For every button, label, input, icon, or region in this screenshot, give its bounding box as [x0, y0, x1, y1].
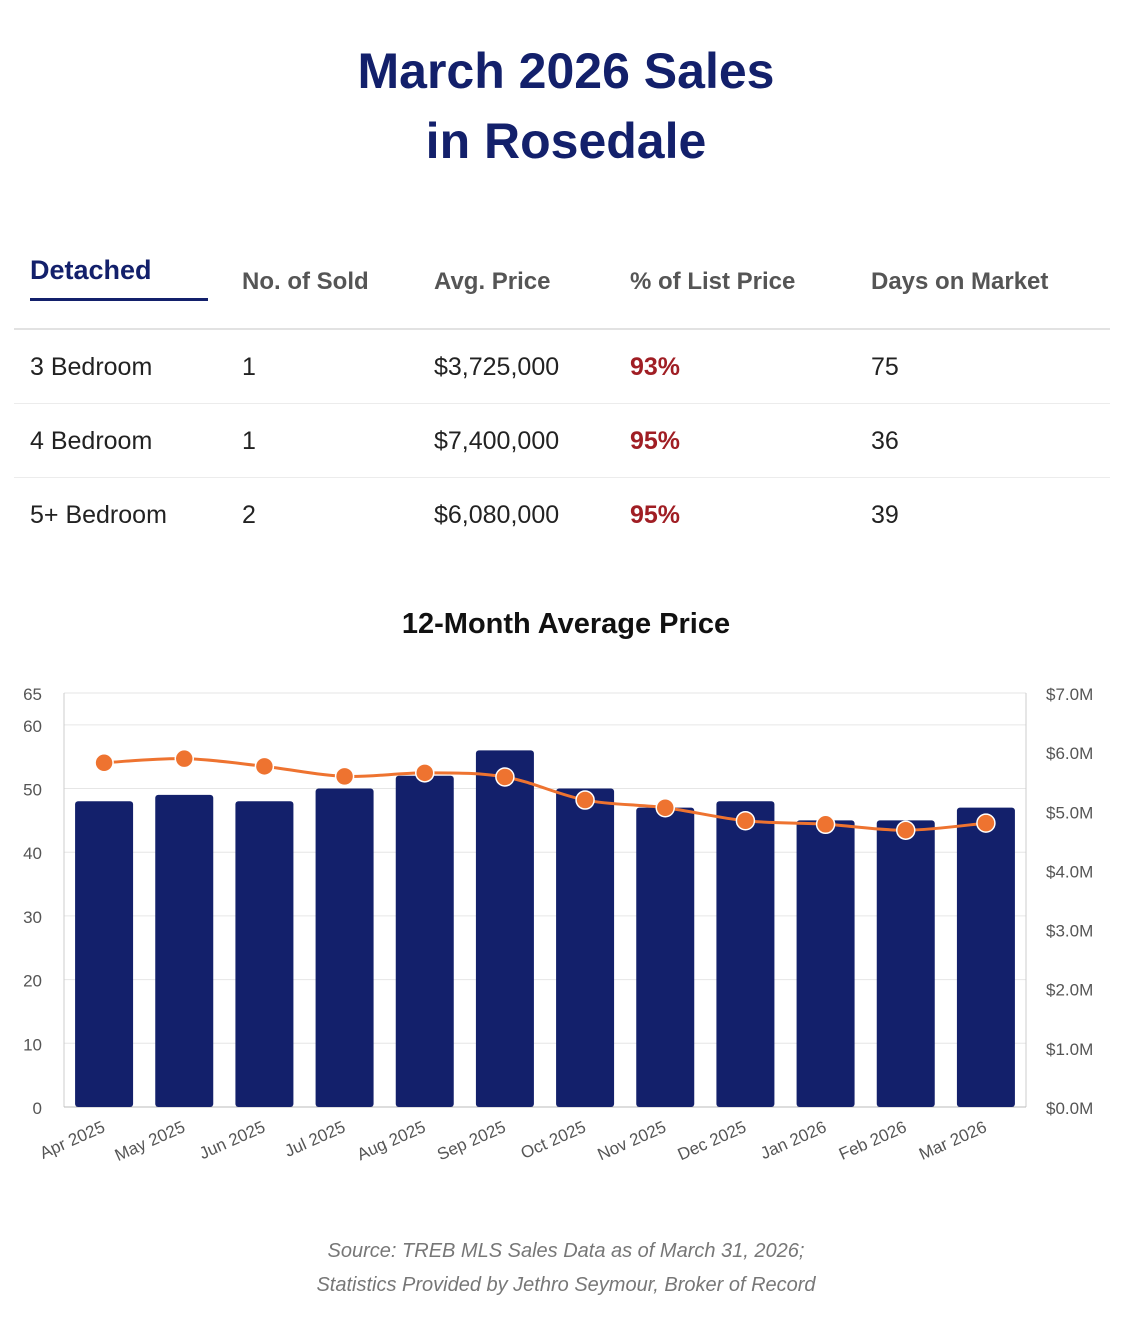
right-axis-tick: $3.0M — [1046, 922, 1093, 941]
cell-sold: 1 — [242, 353, 256, 381]
cell-days: 36 — [871, 427, 899, 455]
x-axis-label: Feb 2026 — [836, 1117, 909, 1164]
bar — [75, 801, 134, 1107]
average-price-chart: 0 10 20 30 40 50 60 65 $0.0M $1.0M $2.0M $3.0M $4.0M… — [23, 685, 1093, 1165]
price-point — [575, 790, 595, 810]
bar — [956, 807, 1015, 1107]
price-point — [254, 756, 275, 777]
right-axis-tick: $6.0M — [1046, 744, 1093, 763]
x-axis-label: Nov 2025 — [595, 1117, 669, 1164]
left-axis-tick: 40 — [23, 844, 42, 863]
right-axis-tick: $1.0M — [1046, 1040, 1093, 1059]
right-axis-tick: $7.0M — [1046, 685, 1093, 704]
bar — [796, 820, 855, 1107]
cell-days: 39 — [871, 501, 899, 529]
right-axis-tick: $0.0M — [1046, 1099, 1093, 1118]
cell-pct: 95% — [630, 427, 681, 455]
table-row: 3 Bedroom 1 $3,725,000 93% 75 — [14, 330, 1110, 404]
cell-price: $7,400,000 — [434, 427, 560, 455]
table-row: 5+ Bedroom 2 $6,080,000 95% 39 — [14, 478, 1110, 551]
bar — [155, 794, 214, 1107]
page-title-line1: March 2026 Sales — [357, 43, 775, 99]
x-axis-label: Jan 2026 — [758, 1117, 830, 1163]
x-axis-label: Oct 2025 — [518, 1117, 589, 1162]
price-point — [735, 810, 756, 831]
header-avg-price: Avg. Price — [434, 268, 551, 295]
cell-sold: 1 — [242, 427, 256, 455]
right-axis-tick: $4.0M — [1046, 862, 1093, 881]
price-point — [976, 813, 996, 833]
header-no-of-sold: No. of Sold — [242, 268, 369, 295]
left-axis-tick: 30 — [23, 908, 42, 927]
x-axis-label: Aug 2025 — [354, 1117, 428, 1164]
price-point — [896, 820, 916, 840]
price-point — [94, 753, 114, 773]
bar — [475, 750, 534, 1107]
price-point — [655, 797, 675, 818]
table-row: 4 Bedroom 1 $7,400,000 95% 36 — [14, 404, 1110, 478]
bar — [636, 807, 695, 1107]
chart-title: 12-Month Average Price — [401, 608, 731, 640]
price-point — [415, 763, 435, 783]
x-axis-label: Dec 2025 — [675, 1117, 749, 1164]
price-point — [174, 748, 194, 769]
price-point — [815, 814, 836, 835]
bar — [395, 775, 454, 1107]
bar — [315, 788, 374, 1107]
x-axis-label: Mar 2026 — [916, 1117, 989, 1164]
cell-sold: 2 — [242, 501, 256, 529]
right-axis-tick: $5.0M — [1046, 803, 1093, 822]
left-axis-tick: 0 — [33, 1099, 42, 1118]
left-axis-tick: 60 — [23, 717, 42, 736]
left-axis-tick: 65 — [23, 685, 42, 704]
page-title-line2: in Rosedale — [425, 113, 707, 169]
bar — [716, 801, 775, 1107]
cell-type: 5+ Bedroom — [30, 501, 167, 529]
tab-detached[interactable]: Detached — [30, 256, 208, 301]
cell-pct: 95% — [630, 501, 681, 529]
page-title: March 2026 Sales in Rosedale — [0, 36, 1132, 176]
header-pct-list-price: % of List Price — [630, 268, 796, 295]
price-point — [495, 767, 515, 787]
cell-price: $6,080,000 — [434, 501, 560, 529]
bar — [876, 820, 935, 1107]
table-header: Detached No. of Sold Avg. Price % of Lis… — [14, 248, 1110, 330]
left-axis-tick: 20 — [23, 972, 42, 991]
left-axis-tick: 10 — [23, 1035, 42, 1054]
x-axis-label: Jun 2025 — [196, 1117, 268, 1163]
x-axis-label: Sep 2025 — [434, 1117, 508, 1164]
x-axis-label: Jul 2025 — [282, 1117, 348, 1161]
bar — [235, 801, 294, 1107]
bar — [556, 788, 615, 1107]
cell-type: 3 Bedroom — [30, 353, 153, 381]
source-line2: Statistics Provided by Jethro Seymour, B… — [316, 1274, 816, 1296]
x-axis-label: Apr 2025 — [37, 1117, 108, 1162]
cell-price: $3,725,000 — [434, 353, 560, 381]
left-axis-tick: 50 — [23, 781, 42, 800]
header-days-on-market: Days on Market — [871, 268, 1049, 295]
right-axis-tick: $2.0M — [1046, 981, 1093, 1000]
cell-type: 4 Bedroom — [30, 427, 153, 455]
cell-days: 75 — [871, 353, 899, 381]
source-line1: Source: TREB MLS Sales Data as of March … — [327, 1240, 805, 1262]
source-note: Source: TREB MLS Sales Data as of March … — [0, 1234, 1132, 1302]
price-point — [334, 766, 355, 787]
cell-pct: 93% — [630, 353, 681, 381]
x-axis-label: May 2025 — [112, 1117, 188, 1165]
sales-table: Detached No. of Sold Avg. Price % of Lis… — [14, 248, 1110, 551]
